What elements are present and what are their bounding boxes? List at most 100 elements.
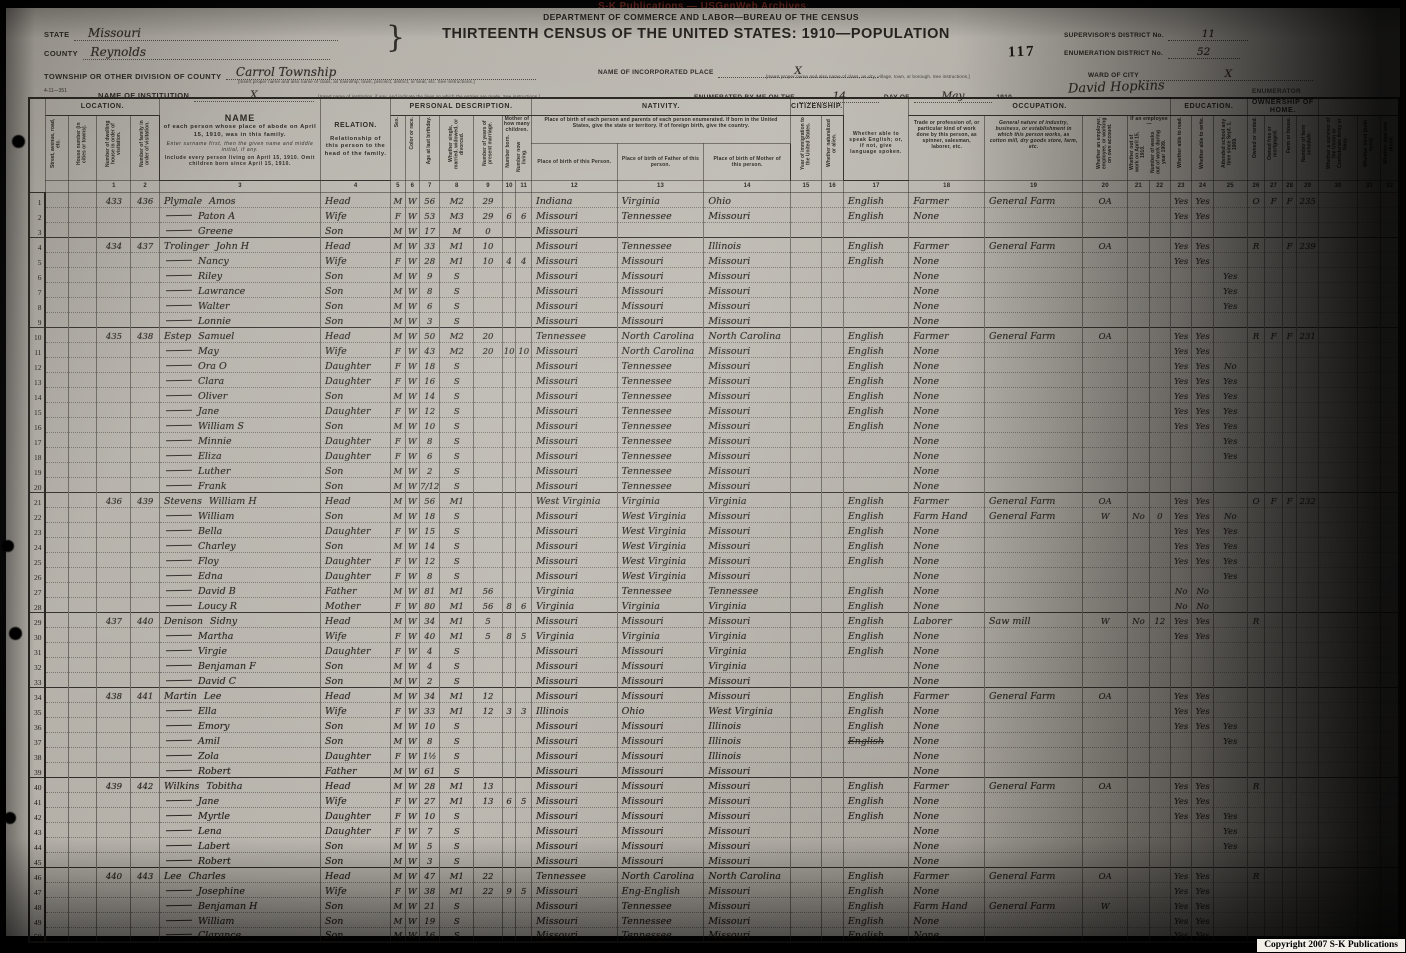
cell-col: W bbox=[404, 387, 421, 403]
cell-vet bbox=[1317, 207, 1359, 223]
cell-yrs: 10 bbox=[473, 236, 503, 253]
cell-mar: S bbox=[439, 552, 475, 568]
cell-dw: 434 bbox=[96, 236, 132, 253]
incorporated-note: [Insert proper name and also name of cla… bbox=[766, 74, 970, 79]
cell-imm bbox=[790, 192, 823, 208]
cell-eng: English bbox=[842, 582, 910, 598]
cell-fm bbox=[1264, 762, 1283, 778]
cell-fs bbox=[1296, 537, 1319, 553]
cell-nat bbox=[821, 522, 844, 538]
cell-yrs bbox=[473, 267, 503, 283]
cell-imm bbox=[790, 537, 823, 553]
cell-cb bbox=[501, 282, 517, 298]
cell-cl bbox=[515, 312, 532, 328]
cell-trade bbox=[908, 222, 986, 238]
cell-cb bbox=[501, 552, 517, 568]
cell-street bbox=[44, 627, 69, 643]
cell-cl: 5 bbox=[515, 627, 532, 643]
cell-fh bbox=[1281, 207, 1298, 223]
cell-nat bbox=[821, 372, 844, 388]
cell-ow bbox=[1127, 717, 1150, 733]
cell-pm: Missouri bbox=[703, 252, 792, 268]
cell-fm bbox=[1264, 417, 1283, 433]
cell-col: W bbox=[404, 717, 421, 733]
cell-trade: None bbox=[908, 552, 986, 568]
cell-cb bbox=[501, 447, 517, 463]
cell-emp bbox=[1082, 792, 1129, 808]
cell-pf: Tennessee bbox=[616, 372, 705, 388]
cell-trade: Farmer bbox=[908, 686, 986, 703]
column-header: Place of birth of Father of this person. bbox=[616, 143, 705, 181]
cell-nat bbox=[821, 747, 844, 763]
cell-pob: Missouri bbox=[530, 552, 618, 568]
cell-bl bbox=[1357, 282, 1382, 298]
cell-wr: Yes bbox=[1191, 236, 1214, 253]
cell-wk bbox=[1148, 702, 1171, 718]
cell-pob: Virginia bbox=[530, 582, 618, 598]
cell-pob: Indiana bbox=[530, 192, 618, 208]
cell-own bbox=[1246, 387, 1266, 403]
cell-rel: Son bbox=[320, 672, 392, 688]
cell-cb bbox=[501, 507, 517, 523]
cell-house bbox=[67, 342, 98, 358]
cell-col: W bbox=[404, 582, 421, 598]
column-header: Whether deaf and dumb. bbox=[1380, 115, 1400, 181]
cell-pob: Missouri bbox=[530, 417, 618, 433]
county-label: COUNTY bbox=[44, 49, 79, 58]
cell-sex: M bbox=[390, 326, 406, 343]
cell-rd bbox=[1169, 297, 1193, 313]
cell-pob: Missouri bbox=[530, 567, 618, 583]
cell-fs bbox=[1296, 567, 1319, 583]
cell-cl bbox=[515, 267, 532, 283]
cell-pf: Eng-English bbox=[616, 882, 705, 898]
cell-eng bbox=[842, 657, 910, 673]
cell-trade: None bbox=[908, 282, 986, 298]
cell-mar: S bbox=[439, 732, 475, 748]
cell-age: 2 bbox=[419, 462, 441, 478]
cell-own: R bbox=[1246, 611, 1266, 628]
cell-yrs bbox=[473, 717, 503, 733]
person-row: 42 Myrtle Daughter F W 10 S Missouri Missouri Mis… bbox=[29, 807, 1400, 823]
cell-df bbox=[1380, 642, 1400, 658]
cell-sch bbox=[1212, 207, 1248, 223]
cell-emp: W bbox=[1082, 611, 1129, 628]
cell-imm bbox=[790, 686, 823, 703]
cell-yrs bbox=[473, 477, 503, 493]
cell-fam bbox=[130, 837, 160, 853]
cell-sch bbox=[1212, 866, 1248, 883]
cell-street bbox=[44, 297, 69, 313]
cell-pm: Missouri bbox=[703, 417, 792, 433]
cell-yrs bbox=[473, 297, 503, 313]
cell-wr: Yes bbox=[1191, 507, 1214, 523]
cell-yrs bbox=[473, 312, 503, 328]
cell-wr: Yes bbox=[1191, 897, 1214, 913]
cell-ow bbox=[1127, 597, 1150, 613]
cell-nat bbox=[821, 537, 844, 553]
cell-wr bbox=[1191, 477, 1214, 493]
cell-cl bbox=[515, 522, 532, 538]
cell-df bbox=[1380, 747, 1400, 763]
cell-wk bbox=[1148, 657, 1171, 673]
cell-cb bbox=[501, 807, 517, 823]
cell-fam bbox=[130, 807, 160, 823]
cell-fs bbox=[1296, 852, 1319, 868]
cell-nat bbox=[821, 717, 844, 733]
cell-name: Trolinger John H bbox=[158, 236, 322, 253]
cell-fm bbox=[1264, 387, 1283, 403]
cell-cb: 3 bbox=[501, 702, 517, 718]
cell-sch bbox=[1212, 897, 1248, 913]
cell-dw bbox=[96, 582, 132, 598]
cell-emp bbox=[1082, 267, 1129, 283]
cell-emp bbox=[1082, 432, 1129, 448]
cell-trade: Farmer bbox=[908, 776, 986, 793]
cell-nat bbox=[821, 326, 844, 343]
cell-trade: None bbox=[908, 927, 986, 943]
cell-street bbox=[44, 417, 69, 433]
cell-cl bbox=[515, 686, 532, 703]
cell-age: 4 bbox=[419, 642, 441, 658]
cell-dw bbox=[96, 432, 132, 448]
cell-eng: English bbox=[842, 776, 910, 793]
cell-col: W bbox=[404, 657, 421, 673]
cell-fam bbox=[130, 507, 160, 523]
line-number: 49 bbox=[29, 912, 47, 928]
